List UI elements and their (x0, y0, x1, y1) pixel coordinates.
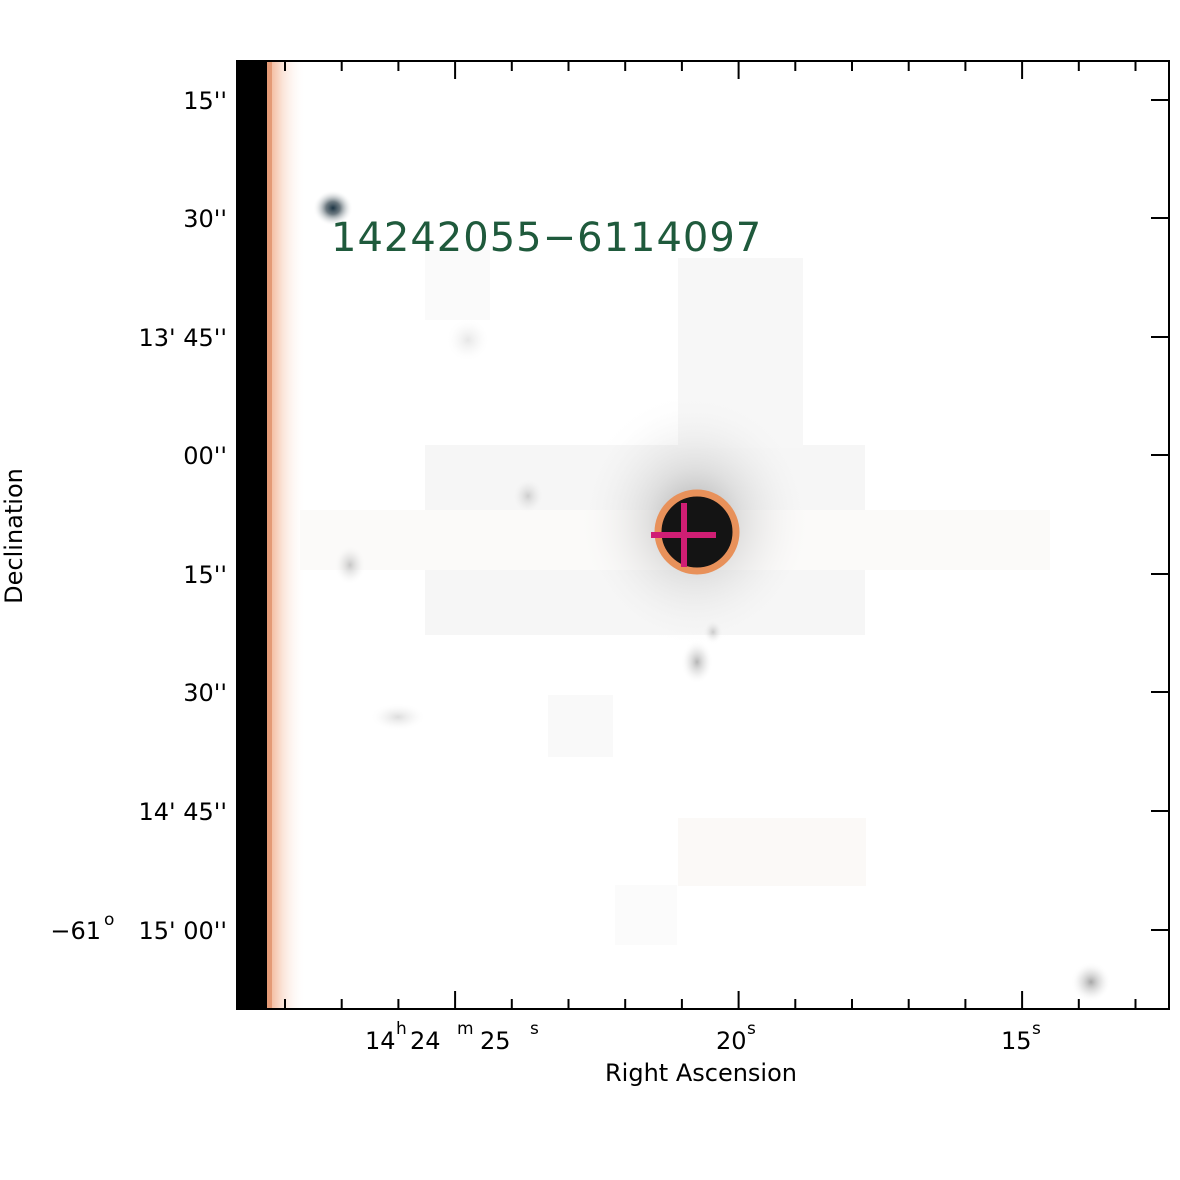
sky-image: 14242055−6114097 (237, 61, 1169, 1009)
mosaic-block (615, 885, 677, 945)
y-tick-label: 15'' (183, 87, 227, 115)
faint-source (512, 478, 544, 514)
x-axis-title: Right Ascension (605, 1059, 797, 1087)
y-tick-label: 30'' (183, 205, 227, 233)
x-tick-label-15s: 15 s (1001, 1019, 1041, 1055)
x-tick-label-minutes: 24 (410, 1027, 441, 1055)
x-tick-label-hours: 14 (365, 1027, 396, 1055)
y-axis-title: Declination (0, 468, 28, 604)
x-axis-labels: 14 h 24 m 25 s 20 s 15 s (365, 1019, 1041, 1055)
y-tick-label: 15'' (183, 561, 227, 589)
source-id-label: 14242055−6114097 (331, 215, 762, 261)
y-axis-labels: 15'' 30'' 13' 45'' 00'' 15'' 30'' 14' 45… (50, 87, 227, 945)
y-tick-label: 14' 45'' (139, 798, 228, 826)
x-tick-label-s-sup: s (530, 1019, 539, 1039)
mosaic-block (678, 818, 866, 886)
faint-source (1071, 962, 1111, 1002)
y-tick-label: 30'' (183, 679, 227, 707)
x-tick-label-20s: 20 s (716, 1019, 756, 1055)
faint-source (446, 318, 490, 362)
bright-star-top-left (313, 190, 353, 226)
plot-frame (236, 60, 1170, 1010)
image-edge-orange-line (267, 61, 272, 1009)
mosaic-block (548, 695, 613, 757)
faint-source (370, 703, 426, 731)
x-tick-label-s-sup: s (1032, 1019, 1041, 1039)
faint-source (681, 640, 713, 684)
faint-source (334, 545, 366, 585)
y-tick-label-declination-origin: −61 o 15' 00'' (50, 910, 227, 945)
x-tick-label-s-sup: s (747, 1019, 756, 1039)
x-tick-label-value: 20 (716, 1027, 747, 1055)
x-tick-label-m-sup: m (457, 1019, 474, 1039)
image-edge-black-band (237, 61, 267, 1009)
y-tick-label: 13' 45'' (139, 324, 228, 352)
y-tick-label-degree-symbol: o (104, 910, 114, 930)
axis-ticks (284, 61, 1169, 1009)
y-tick-label-arcmin: 15' 00'' (139, 917, 228, 945)
mosaic-block (425, 250, 490, 320)
y-tick-label: 00'' (183, 442, 227, 470)
x-tick-label-h-sup: h (396, 1019, 407, 1039)
y-tick-label-degrees: −61 (50, 917, 101, 945)
x-tick-label-ra-origin: 14 h 24 m 25 s (365, 1019, 539, 1055)
x-tick-label-value: 15 (1001, 1027, 1032, 1055)
x-tick-label-seconds: 25 (480, 1027, 511, 1055)
